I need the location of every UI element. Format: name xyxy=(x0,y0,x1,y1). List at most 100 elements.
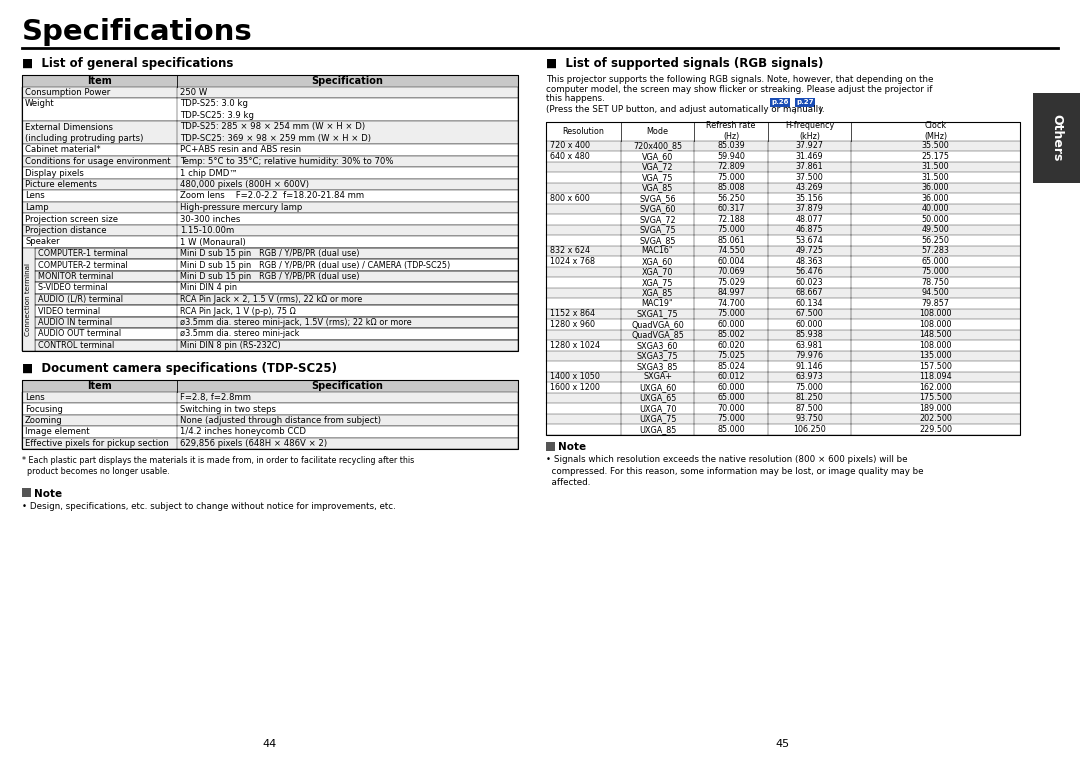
Bar xyxy=(546,372,1020,382)
Text: 1024 x 768: 1024 x 768 xyxy=(550,257,595,266)
Text: 84.997: 84.997 xyxy=(717,288,745,298)
Text: 45: 45 xyxy=(775,739,791,749)
Text: 60.000: 60.000 xyxy=(796,320,823,329)
Text: 72.809: 72.809 xyxy=(717,163,745,171)
Text: Projection screen size: Projection screen size xyxy=(25,214,118,224)
Bar xyxy=(22,201,518,213)
Text: SXGA1_75: SXGA1_75 xyxy=(637,309,678,318)
Text: 56.250: 56.250 xyxy=(921,236,949,245)
Bar xyxy=(546,330,1020,340)
Text: External Dimensions
(including protruding parts): External Dimensions (including protrudin… xyxy=(25,123,144,143)
Text: 60.004: 60.004 xyxy=(717,257,745,266)
Text: 75.000: 75.000 xyxy=(796,383,823,391)
Bar xyxy=(35,282,518,294)
Bar xyxy=(1032,93,1080,183)
Text: 1 W (Monaural): 1 W (Monaural) xyxy=(180,237,246,246)
Text: XGA_60: XGA_60 xyxy=(642,257,673,266)
Bar xyxy=(22,391,518,403)
Bar xyxy=(22,190,518,201)
Bar xyxy=(22,98,518,121)
Text: Specification: Specification xyxy=(311,381,383,391)
Text: Note: Note xyxy=(558,443,586,452)
Text: 48.077: 48.077 xyxy=(796,214,823,224)
Text: Mini D sub 15 pin   RGB / Y/PB/PR (dual use): Mini D sub 15 pin RGB / Y/PB/PR (dual us… xyxy=(180,249,360,258)
Text: 44: 44 xyxy=(262,739,278,749)
Text: 75.000: 75.000 xyxy=(717,172,745,182)
Text: Picture elements: Picture elements xyxy=(25,180,97,189)
Text: 60.020: 60.020 xyxy=(717,341,745,349)
Text: 832 x 624: 832 x 624 xyxy=(550,246,590,256)
Bar xyxy=(546,382,1020,392)
Text: ): ) xyxy=(815,105,822,114)
Text: this happens.: this happens. xyxy=(546,94,605,103)
Bar xyxy=(546,224,1020,235)
Text: VIDEO terminal: VIDEO terminal xyxy=(38,307,100,315)
Text: 30-300 inches: 30-300 inches xyxy=(180,214,241,224)
Text: 35.500: 35.500 xyxy=(921,141,949,150)
Text: 75.029: 75.029 xyxy=(717,278,745,287)
Text: Mini D sub 15 pin   RGB / Y/PB/PR (dual use): Mini D sub 15 pin RGB / Y/PB/PR (dual us… xyxy=(180,272,360,281)
Text: 75.000: 75.000 xyxy=(717,309,745,318)
Text: 70.000: 70.000 xyxy=(717,404,745,413)
Bar xyxy=(546,403,1020,414)
Bar xyxy=(546,172,1020,182)
Text: 108.000: 108.000 xyxy=(919,320,951,329)
Bar xyxy=(546,442,555,450)
Text: 1 chip DMD™: 1 chip DMD™ xyxy=(180,169,238,178)
Text: S-VIDEO terminal: S-VIDEO terminal xyxy=(38,284,108,292)
Text: 75.000: 75.000 xyxy=(717,225,745,234)
Text: MONITOR terminal: MONITOR terminal xyxy=(38,272,113,281)
Text: Focusing: Focusing xyxy=(25,404,63,414)
Bar xyxy=(22,86,518,98)
Text: 36.000: 36.000 xyxy=(921,183,949,192)
Text: 93.750: 93.750 xyxy=(796,414,823,423)
Bar xyxy=(22,380,518,391)
Bar xyxy=(22,121,518,144)
Text: Zooming: Zooming xyxy=(25,416,63,425)
Text: 56.250: 56.250 xyxy=(717,194,745,203)
Text: Connection terminal: Connection terminal xyxy=(26,262,31,336)
Text: SVGA_75: SVGA_75 xyxy=(639,225,676,234)
Text: CONTROL terminal: CONTROL terminal xyxy=(38,341,114,350)
Text: 37.879: 37.879 xyxy=(796,204,823,213)
Text: 106.250: 106.250 xyxy=(793,425,826,433)
Text: 79.857: 79.857 xyxy=(921,299,949,307)
Text: 480,000 pixels (800H × 600V): 480,000 pixels (800H × 600V) xyxy=(180,180,309,189)
Bar xyxy=(546,140,1020,151)
Bar xyxy=(22,167,518,179)
Text: 60.134: 60.134 xyxy=(796,299,823,307)
Bar xyxy=(795,98,814,107)
Bar xyxy=(22,236,518,247)
Text: Specification: Specification xyxy=(311,76,383,85)
Text: UXGA_75: UXGA_75 xyxy=(638,414,676,423)
Text: ø3.5mm dia. stereo mini-jack: ø3.5mm dia. stereo mini-jack xyxy=(180,330,299,339)
Text: TDP-S25: 285 × 98 × 254 mm (W × H × D)
TDP-SC25: 369 × 98 × 259 mm (W × H × D): TDP-S25: 285 × 98 × 254 mm (W × H × D) T… xyxy=(180,123,372,143)
Text: 65.000: 65.000 xyxy=(717,393,745,402)
Text: UXGA_85: UXGA_85 xyxy=(638,425,676,433)
Bar xyxy=(546,424,1020,434)
Bar xyxy=(546,319,1020,330)
Text: Lens: Lens xyxy=(25,192,44,201)
Bar xyxy=(546,266,1020,277)
Text: 74.550: 74.550 xyxy=(717,246,745,256)
Text: Temp: 5°C to 35°C; relative humidity: 30% to 70%: Temp: 5°C to 35°C; relative humidity: 30… xyxy=(180,157,393,166)
Bar xyxy=(22,380,518,449)
Text: 1400 x 1050: 1400 x 1050 xyxy=(550,372,599,382)
Text: Refresh rate
(Hz): Refresh rate (Hz) xyxy=(706,121,756,140)
Text: RCA Pin Jack × 2, 1.5 V (rms), 22 kΩ or more: RCA Pin Jack × 2, 1.5 V (rms), 22 kΩ or … xyxy=(180,295,362,304)
Text: 85.061: 85.061 xyxy=(717,236,745,245)
Bar xyxy=(546,288,1020,298)
Bar xyxy=(546,414,1020,424)
Bar xyxy=(22,75,518,351)
Bar xyxy=(22,179,518,190)
Text: AUDIO (L/R) terminal: AUDIO (L/R) terminal xyxy=(38,295,123,304)
Text: 800 x 600: 800 x 600 xyxy=(550,194,590,203)
Text: 1.15-10.00m: 1.15-10.00m xyxy=(180,226,234,235)
Bar xyxy=(22,75,518,86)
Text: F=2.8, f=2.8mm: F=2.8, f=2.8mm xyxy=(180,393,251,402)
Bar xyxy=(35,259,518,271)
Text: 60.317: 60.317 xyxy=(717,204,745,213)
Bar xyxy=(546,361,1020,372)
Bar xyxy=(22,403,518,414)
Text: 91.146: 91.146 xyxy=(796,362,823,371)
